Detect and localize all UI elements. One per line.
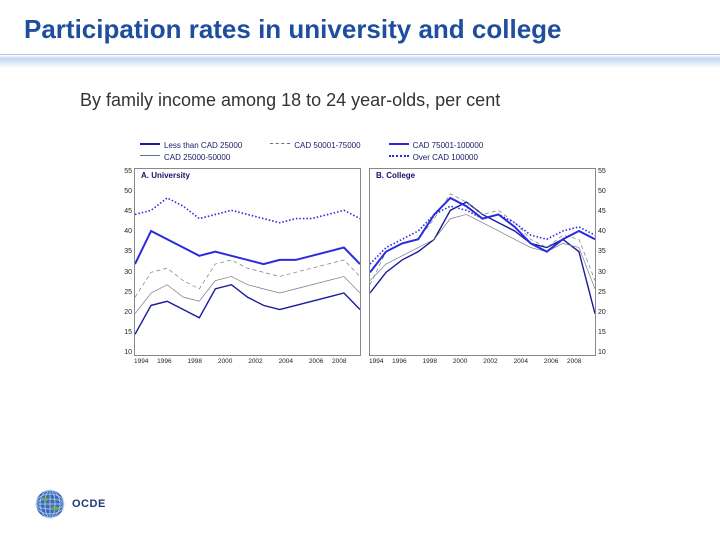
y-tick: 40	[110, 228, 132, 235]
y-tick: 40	[598, 228, 620, 235]
y-tick: 10	[110, 349, 132, 356]
legend-swatch	[140, 143, 160, 151]
x-tick: 2004	[514, 358, 528, 370]
legend-label: CAD 75001-100000	[413, 141, 484, 150]
y-tick: 35	[110, 248, 132, 255]
panel-a-label: A. University	[139, 171, 192, 180]
legend-item: CAD 75001-100000	[389, 140, 484, 151]
chart-area: Less than CAD 25000 CAD 25000-50000 CAD …	[110, 140, 620, 370]
y-tick: 15	[598, 329, 620, 336]
legend-item: Less than CAD 25000	[140, 140, 242, 151]
y-tick: 10	[598, 349, 620, 356]
y-tick: 35	[598, 248, 620, 255]
chart-panels: 55504540353025201510 A. University 19941…	[110, 158, 620, 370]
x-tick: 2000	[218, 358, 232, 370]
y-tick: 30	[598, 269, 620, 276]
y-tick: 50	[598, 188, 620, 195]
y-tick: 45	[598, 208, 620, 215]
y-tick: 15	[110, 329, 132, 336]
title-band: Participation rates in university and co…	[0, 0, 720, 72]
y-axis-right: 55 50 45 40 35 30 25 20 15 10	[598, 168, 620, 356]
y-tick: 45	[110, 208, 132, 215]
lines-b	[370, 169, 595, 355]
x-tick: 2006	[544, 358, 558, 370]
x-tick: 1996	[157, 358, 171, 370]
lines-a	[135, 169, 360, 355]
y-tick: 20	[110, 309, 132, 316]
y-tick: 25	[598, 289, 620, 296]
x-tick: 2006	[309, 358, 323, 370]
x-tick: 1998	[187, 358, 201, 370]
y-tick: 50	[110, 188, 132, 195]
x-tick: 2002	[483, 358, 497, 370]
x-tick: 1994	[369, 358, 383, 370]
legend-swatch	[270, 143, 290, 151]
y-tick: 55	[598, 168, 620, 175]
x-tick: 1996	[392, 358, 406, 370]
legend-label: Less than CAD 25000	[164, 141, 242, 150]
x-tick: 2008	[332, 358, 346, 370]
x-axis-a: 1994 1996 1998 2000 2002 2004 2006 2008	[134, 358, 361, 370]
y-axis-left: 55 50 45 40 35 30 25 20 15 10	[110, 168, 132, 356]
y-tick: 20	[598, 309, 620, 316]
page-title: Participation rates in university and co…	[24, 14, 720, 45]
title-underline	[0, 54, 720, 68]
x-tick: 2002	[248, 358, 262, 370]
x-tick: 1998	[422, 358, 436, 370]
x-tick: 1994	[134, 358, 148, 370]
y-tick: 55	[110, 168, 132, 175]
x-axis-b: 1994 1996 1998 2000 2002 2004 2006 2008	[369, 358, 596, 370]
legend-swatch	[389, 143, 409, 151]
x-tick: 2004	[279, 358, 293, 370]
subtitle: By family income among 18 to 24 year-old…	[0, 72, 720, 119]
panel-b-label: B. College	[374, 171, 417, 180]
legend-label: CAD 50001-75000	[294, 141, 360, 150]
y-tick: 30	[110, 269, 132, 276]
panel-b: 55 50 45 40 35 30 25 20 15 10 B. College 1994 1996…	[365, 158, 620, 370]
y-tick: 25	[110, 289, 132, 296]
x-tick: 2008	[567, 358, 581, 370]
plot-a: A. University	[134, 168, 361, 356]
panel-a: 55504540353025201510 A. University 19941…	[110, 158, 365, 370]
logo-text: OCDE	[72, 498, 106, 510]
oecd-logo: OCDE	[34, 488, 106, 520]
globe-icon	[34, 488, 66, 520]
plot-b: B. College	[369, 168, 596, 356]
legend-item: CAD 50001-75000	[270, 140, 360, 151]
x-tick: 2000	[453, 358, 467, 370]
